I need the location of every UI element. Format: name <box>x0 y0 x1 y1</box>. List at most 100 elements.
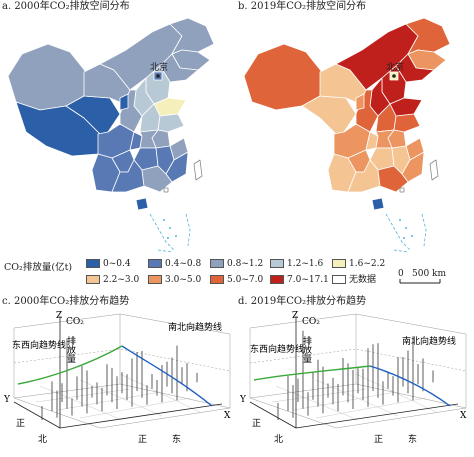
legend-swatch <box>210 275 224 284</box>
legend-item: 1.2~1.6 <box>270 259 323 270</box>
stem-group <box>277 330 434 420</box>
east-label: 东 <box>408 433 417 445</box>
legend-label: 3.0~5.0 <box>165 275 202 285</box>
region-hongkong <box>163 187 169 193</box>
scale-label: 500 km <box>412 269 446 279</box>
legend-item: 无数据 <box>332 275 376 286</box>
legend-label: 0.4~0.8 <box>165 259 202 269</box>
trend-chart-2019: Z CO₂ 排放量 东西向趋势线 南北向趋势线 Y X 正 北 正 东 <box>236 308 472 453</box>
trend-chart-2000: Z CO₂ 排放量 东西向趋势线 南北向趋势线 Y X 正 北 正 东 <box>0 308 236 453</box>
ew-trend-line <box>253 365 371 381</box>
legend-swatch <box>86 259 100 268</box>
x-axis-label: X <box>460 411 467 421</box>
ns-line-label: 南北向趋势线 <box>402 335 456 347</box>
y-axis-label: Y <box>3 395 11 405</box>
scale-bar-svg: 0 500 km <box>398 269 446 284</box>
ew-line-label: 东西向趋势线 <box>12 339 66 351</box>
panel-c-title: c. 2000年CO₂排放分布趋势 <box>2 296 130 307</box>
scale-zero: 0 <box>398 269 404 279</box>
legend-swatch <box>210 259 224 268</box>
emission-label: 排放量 <box>301 335 312 363</box>
panel-b-title: b. 2019年CO₂排放空间分布 <box>238 1 367 12</box>
south-china-sea-islands <box>149 213 191 253</box>
scale-bar: 0 500 km <box>396 267 466 289</box>
trend-frame <box>13 313 231 429</box>
ns-trend-line <box>369 365 451 407</box>
region-xinjiang <box>7 43 87 111</box>
panel-d-title: d. 2019年CO₂排放分布趋势 <box>238 296 367 307</box>
ew-line-label: 东西向趋势线 <box>250 343 304 355</box>
beijing-marker <box>156 74 160 78</box>
south-label: 正 <box>138 435 147 445</box>
y-axis-label: Y <box>239 395 247 405</box>
region-fujian <box>165 151 189 183</box>
map-2000-svg: 北京 <box>7 17 215 253</box>
region-hainan <box>135 197 149 211</box>
beijing-label: 北京 <box>386 61 404 73</box>
x-axis-label: X <box>224 411 231 421</box>
legend-swatch <box>148 259 162 268</box>
legend: CO₂排放量(亿t) 0~0.4 0.4~0.8 0.8~1.2 1.2~1.6… <box>2 257 472 293</box>
co2-label: CO₂ <box>302 317 320 327</box>
map-2019: 北京 <box>236 14 472 254</box>
region-xinjiang <box>243 43 323 111</box>
region-guangdong <box>141 165 173 193</box>
z-label: Z <box>56 311 62 321</box>
emission-label: 排放量 <box>65 335 76 363</box>
legend-label: 0~0.4 <box>103 259 131 269</box>
trend-frame <box>249 313 467 429</box>
x-axis <box>295 403 459 429</box>
legend-item: 3.0~5.0 <box>148 275 201 286</box>
z-label: Z <box>292 311 298 321</box>
region-hainan <box>371 197 385 211</box>
legend-title: CO₂排放量(亿t) <box>4 262 73 273</box>
legend-label: 1.6~2.2 <box>349 259 386 269</box>
panel-a-title: a. 2000年CO₂排放空间分布 <box>2 1 130 12</box>
region-fujian <box>401 151 425 183</box>
region-hongkong <box>399 187 405 193</box>
south-label: 正 <box>374 435 383 445</box>
legend-item: 0.4~0.8 <box>148 259 201 270</box>
legend-label: 7.0~17.1 <box>287 275 329 285</box>
legend-swatch <box>270 275 284 284</box>
region-guangdong <box>377 165 409 193</box>
map-2000: 北京 <box>0 14 236 254</box>
legend-label: 2.2~3.0 <box>103 275 140 285</box>
west-label: 正 <box>16 419 25 429</box>
legend-swatch <box>332 259 346 268</box>
legend-label: 5.0~7.0 <box>227 275 264 285</box>
west-label: 正 <box>252 419 261 429</box>
north-label: 北 <box>274 434 283 445</box>
beijing-label: 北京 <box>150 61 168 73</box>
region-taiwan <box>429 159 439 181</box>
legend-label: 0.8~1.2 <box>227 259 264 269</box>
ns-trend-line <box>121 345 213 407</box>
legend-item: 7.0~17.1 <box>270 275 329 286</box>
x-axis <box>59 403 223 429</box>
ns-line-label: 南北向趋势线 <box>168 321 222 333</box>
region-ningxia <box>355 93 365 111</box>
y-axis <box>13 401 61 429</box>
co2-label: CO₂ <box>66 317 84 327</box>
legend-swatch <box>270 259 284 268</box>
legend-swatch <box>148 275 162 284</box>
legend-swatch <box>86 275 100 284</box>
beijing-marker <box>392 74 396 78</box>
legend-label: 无数据 <box>349 275 377 285</box>
legend-item: 1.6~2.2 <box>332 259 385 270</box>
trend-grid <box>271 373 437 421</box>
y-axis <box>249 401 297 429</box>
region-jiangsu <box>393 113 421 133</box>
legend-item: 5.0~7.0 <box>210 275 263 286</box>
region-taiwan <box>193 159 203 181</box>
south-china-sea-islands <box>385 213 427 253</box>
trend-chart-2000-svg: Z CO₂ 排放量 东西向趋势线 南北向趋势线 Y X 正 北 正 东 <box>3 311 231 445</box>
ew-trend-line <box>17 345 123 385</box>
legend-swatch <box>332 275 346 284</box>
legend-item: 2.2~3.0 <box>86 275 139 286</box>
legend-label: 1.2~1.6 <box>287 259 324 269</box>
legend-item: 0~0.4 <box>86 259 131 270</box>
trend-chart-2019-svg: Z CO₂ 排放量 东西向趋势线 南北向趋势线 Y X 正 北 正 东 <box>239 311 467 445</box>
north-label: 北 <box>38 434 47 445</box>
map-2019-svg: 北京 <box>243 17 451 253</box>
